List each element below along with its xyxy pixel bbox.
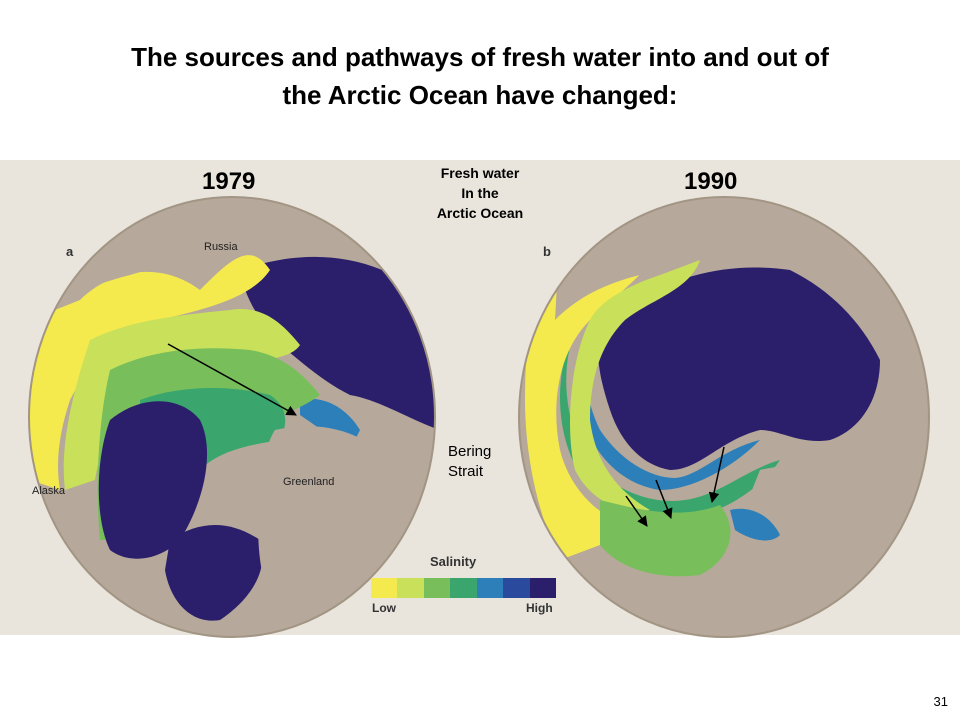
outflow-arrow-2 [655, 479, 673, 519]
center-label: Fresh water In the Arctic Ocean [405, 163, 555, 223]
map-1979-beaufort-high [98, 401, 208, 559]
year-label-1979: 1979 [202, 168, 256, 195]
legend-swatch-2 [397, 578, 424, 598]
bering-line-1: Bering [448, 443, 492, 460]
legend-high-label: High [526, 601, 553, 615]
map-1990 [518, 196, 930, 638]
alaska-label: Alaska [32, 485, 66, 497]
center-label-line-3: Arctic Ocean [436, 205, 524, 221]
page-number: 31 [933, 694, 948, 709]
year-label-1990: 1990 [684, 168, 738, 195]
outflow-arrow-1 [625, 495, 648, 527]
bering-strait-annotation: Bering Strait [448, 442, 491, 482]
map-1990-greenland [747, 466, 874, 619]
legend-swatch-7 [529, 578, 556, 598]
panel-letter-a: a [66, 244, 74, 259]
map-1990-high-salinity [598, 267, 880, 470]
map-1979-archipelago-high [165, 525, 263, 621]
map-1979-high-salinity-atlantic [240, 256, 435, 430]
legend-swatch-3 [423, 578, 451, 598]
map-1990-low-mid-band [570, 260, 700, 511]
greenland-label: Greenland [283, 476, 335, 488]
legend-swatch-5 [476, 578, 504, 598]
legend-swatch-4 [450, 578, 477, 598]
map-1990-archipelago-mid [600, 500, 731, 577]
bering-line-2: Strait [448, 463, 484, 480]
transpolar-drift-arrow [167, 343, 297, 416]
panel-letter-b: b [543, 244, 551, 259]
center-label-line-1: Fresh water [440, 165, 520, 181]
legend-swatch-6 [503, 578, 530, 598]
legend-low-label: Low [372, 601, 396, 615]
title-line-2: the Arctic Ocean have changed: [282, 80, 678, 110]
map-1979-fresh-shelf [30, 255, 270, 490]
salinity-legend-title: Salinity [430, 554, 477, 569]
map-1979 [28, 196, 436, 638]
slide-title: The sources and pathways of fresh water … [0, 38, 960, 114]
center-label-line-2: In the [461, 185, 499, 201]
legend-swatch-1 [371, 578, 398, 598]
outflow-arrow-3 [708, 446, 725, 504]
map-1990-fresh-shelf [525, 250, 660, 560]
map-1979-greenland [258, 426, 404, 631]
map-1990-fjord [730, 508, 780, 541]
russia-label: Russia [204, 241, 238, 253]
map-1990-russia [555, 206, 790, 320]
salinity-legend-bar [371, 578, 556, 598]
title-line-1: The sources and pathways of fresh water … [131, 42, 829, 72]
